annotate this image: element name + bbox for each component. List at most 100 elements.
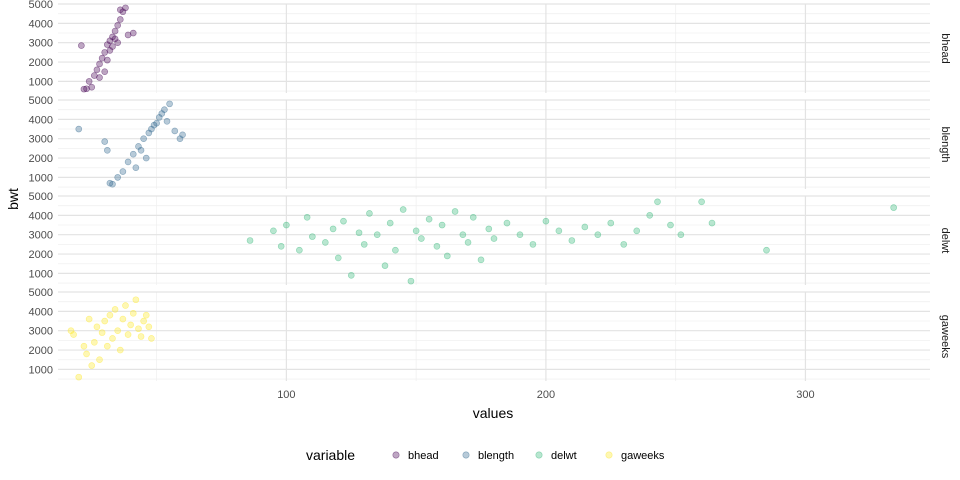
- data-point-bhead: [93, 66, 101, 74]
- data-point-delwt: [392, 246, 399, 254]
- data-point-bhead: [96, 74, 103, 81]
- data-point-gaweeks: [116, 346, 124, 354]
- data-point-blength: [148, 125, 155, 133]
- y-tick-label: 2000: [29, 249, 53, 261]
- data-point-gaweeks: [132, 296, 140, 304]
- data-point-delwt: [677, 231, 685, 238]
- data-point-delwt: [620, 241, 628, 248]
- data-point-bhead: [114, 39, 121, 46]
- data-point-delwt: [594, 231, 602, 238]
- data-point-bhead: [101, 68, 109, 76]
- y-tick-label: 4000: [29, 210, 53, 222]
- data-point-gaweeks: [129, 309, 137, 317]
- data-point-blength: [137, 147, 145, 154]
- data-point-gaweeks: [67, 327, 75, 334]
- data-point-blength: [158, 110, 166, 117]
- data-point-delwt: [418, 235, 425, 242]
- legend-swatch-blength: [462, 451, 470, 459]
- data-point-bhead: [104, 56, 111, 64]
- data-point-bhead: [109, 43, 116, 50]
- facet-panel-gaweeks: [58, 291, 930, 381]
- data-point-gaweeks: [88, 362, 96, 369]
- legend-label-blength: blength: [478, 450, 514, 462]
- data-point-blength: [119, 168, 127, 175]
- data-point-gaweeks: [140, 317, 147, 325]
- data-point-delwt: [366, 210, 373, 217]
- data-point-delwt: [633, 227, 641, 235]
- data-point-bhead: [129, 29, 137, 37]
- data-point-delwt: [890, 204, 897, 211]
- data-point-gaweeks: [91, 339, 98, 346]
- data-point-delwt: [355, 229, 363, 237]
- data-point-gaweeks: [148, 335, 155, 342]
- y-tick-label: 5000: [29, 191, 53, 203]
- facet-panel-blength: [58, 99, 930, 189]
- data-point-gaweeks: [70, 331, 77, 338]
- data-point-blength: [132, 164, 140, 172]
- strip-label-gaweeks: gaweeks: [939, 315, 951, 359]
- facet-panel-bhead: [58, 3, 930, 93]
- data-point-delwt: [516, 231, 524, 238]
- data-point-delwt: [386, 219, 394, 227]
- data-point-delwt: [360, 241, 368, 248]
- y-tick-label: 1000: [29, 364, 53, 376]
- y-tick-label: 3000: [29, 38, 53, 50]
- legend-label-gaweeks: gaweeks: [621, 450, 665, 462]
- y-tick-label: 5000: [29, 0, 53, 11]
- data-point-delwt: [490, 235, 498, 242]
- data-point-delwt: [334, 254, 342, 262]
- data-point-gaweeks: [114, 327, 121, 334]
- data-point-delwt: [529, 241, 537, 248]
- data-point-bhead: [78, 42, 85, 49]
- data-point-delwt: [698, 198, 705, 206]
- data-point-gaweeks: [80, 342, 88, 350]
- legend: variable bhead blength delwt gaweeks: [306, 447, 665, 463]
- data-point-delwt: [246, 237, 254, 244]
- data-point-gaweeks: [98, 329, 106, 336]
- data-point-gaweeks: [75, 373, 83, 381]
- data-point-delwt: [277, 243, 285, 250]
- data-point-gaweeks: [104, 342, 111, 350]
- data-point-gaweeks: [96, 356, 103, 364]
- data-point-delwt: [433, 243, 441, 250]
- data-point-bhead: [116, 16, 124, 23]
- data-point-gaweeks: [127, 321, 134, 329]
- data-point-delwt: [407, 277, 415, 285]
- data-point-delwt: [568, 237, 576, 244]
- data-point-delwt: [412, 227, 420, 235]
- y-tick-label: 4000: [29, 114, 53, 126]
- data-point-delwt: [322, 239, 329, 246]
- data-point-delwt: [654, 198, 661, 206]
- data-point-blength: [153, 119, 160, 127]
- data-point-delwt: [555, 227, 563, 235]
- panels-layer: [58, 3, 930, 381]
- strip-label-delwt: delwt: [939, 228, 951, 254]
- data-point-gaweeks: [142, 311, 150, 319]
- data-point-blength: [124, 158, 132, 166]
- data-point-delwt: [329, 225, 337, 233]
- x-tick-label: 300: [796, 389, 814, 401]
- data-point-blength: [140, 135, 147, 142]
- y-tick-label: 4000: [29, 306, 53, 318]
- data-point-delwt: [464, 239, 472, 246]
- y-tick-label: 1000: [29, 268, 53, 280]
- data-point-gaweeks: [83, 350, 90, 358]
- legend-swatch-bhead: [392, 451, 400, 459]
- y-tick-label: 3000: [29, 134, 53, 146]
- data-point-delwt: [542, 217, 550, 225]
- data-point-blength: [155, 114, 163, 121]
- data-point-bhead: [80, 85, 88, 93]
- data-point-bhead: [111, 35, 119, 43]
- data-point-blength: [161, 106, 168, 113]
- y-tick-labels: 1000 2000 3000 4000 5000 1000 2000 3000 4000 5000…: [29, 0, 53, 376]
- y-tick-label: 2000: [29, 153, 53, 165]
- data-point-gaweeks: [122, 302, 129, 309]
- data-point-delwt: [303, 213, 311, 221]
- data-point-delwt: [381, 262, 389, 269]
- series-blength: [75, 100, 186, 188]
- legend-swatch-delwt: [535, 451, 543, 459]
- data-point-gaweeks: [124, 331, 132, 338]
- data-point-blength: [104, 147, 111, 154]
- data-point-blength: [163, 117, 171, 125]
